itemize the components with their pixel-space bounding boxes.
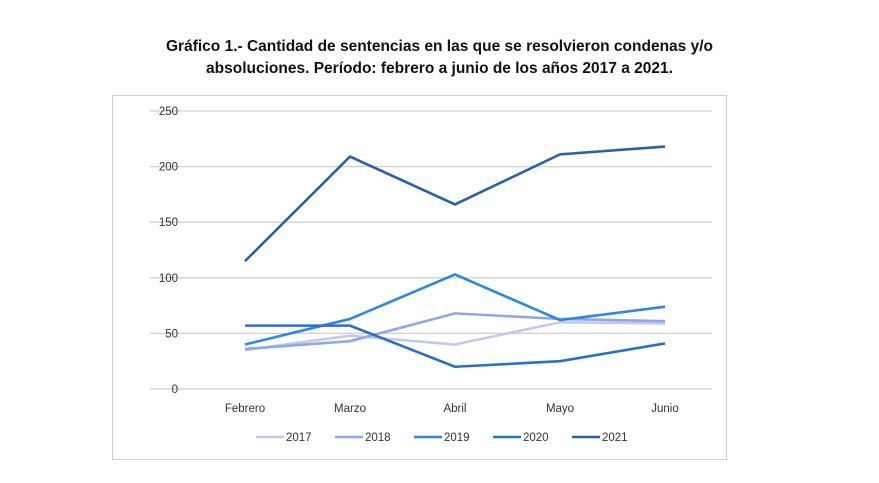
series-line-2021: [244, 145, 666, 263]
x-tick-label: Junio: [651, 403, 679, 415]
x-tick-label: Marzo: [334, 403, 366, 415]
x-tick-label: Febrero: [225, 403, 265, 415]
series-line-2017: [244, 320, 666, 352]
legend-label: 2020: [523, 432, 549, 444]
legend-label: 2018: [365, 432, 391, 444]
y-tick-label: 250: [159, 106, 178, 118]
series-line-2018: [244, 312, 666, 351]
x-tick-label: Mayo: [546, 403, 574, 415]
y-tick-label: 50: [165, 328, 178, 340]
legend-label: 2019: [444, 432, 470, 444]
series-line-2020: [245, 324, 666, 369]
series-line-2019: [244, 273, 666, 346]
chart-frame: [112, 95, 727, 460]
y-tick-label: 150: [159, 217, 178, 229]
title-line-1: Gráfico 1.- Cantidad de sentencias en la…: [166, 38, 713, 55]
y-tick-label: 0: [172, 384, 178, 396]
x-tick-label: Abril: [443, 403, 466, 415]
y-tick-label: 100: [159, 273, 178, 285]
title-line-2: absoluciones. Período: febrero a junio d…: [206, 60, 673, 77]
chart-title: Gráfico 1.- Cantidad de sentencias en la…: [0, 36, 879, 80]
y-tick-label: 200: [159, 162, 178, 174]
legend-label: 2017: [286, 432, 312, 444]
legend-label: 2021: [602, 432, 628, 444]
